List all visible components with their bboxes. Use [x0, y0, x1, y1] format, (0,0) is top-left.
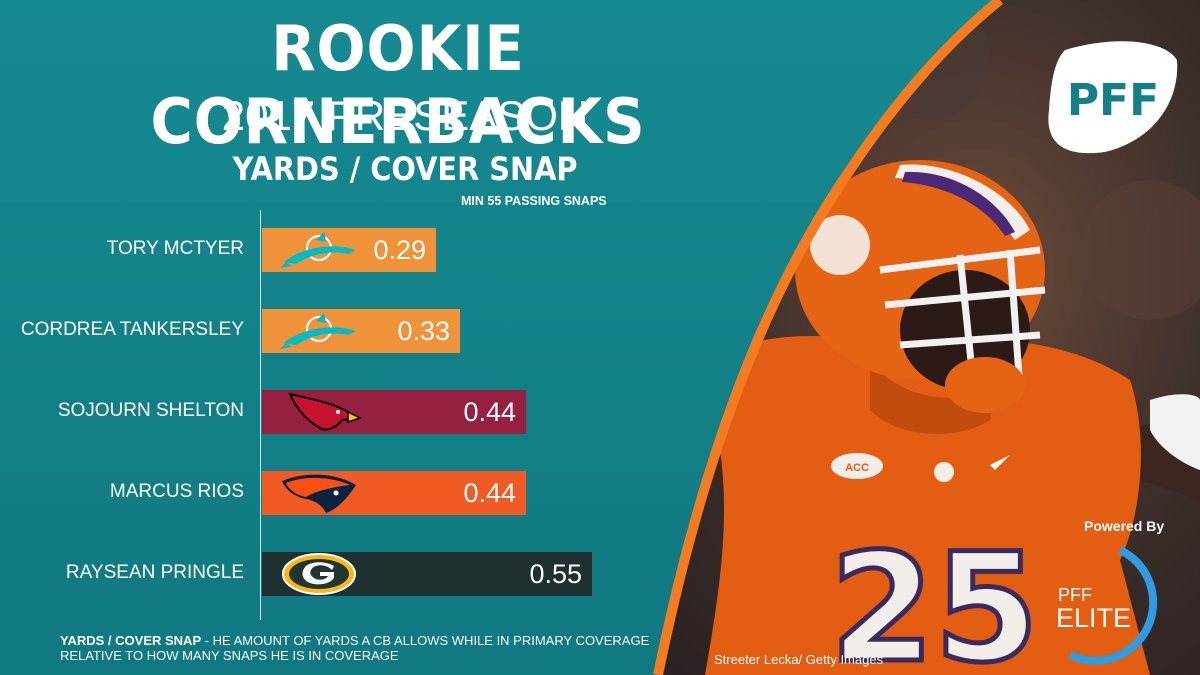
elite-ring-icon: [1068, 546, 1158, 665]
pff-logo-text: PFF: [1067, 75, 1159, 126]
sub-title: 2017 PRESEASON: [221, 92, 589, 139]
bar: 0.29: [262, 228, 436, 272]
paw-patch: [934, 462, 954, 482]
paw-decal-icon: [810, 215, 870, 275]
swoosh-icon: [990, 455, 1010, 470]
min-snaps-note: MIN 55 PASSING SNAPS: [461, 194, 607, 208]
cardinals-logo-icon: [276, 390, 362, 434]
jersey-number: 25: [830, 522, 1039, 675]
photo-credit: Streeter Lecka/ Getty Images: [714, 652, 884, 667]
footnote: YARDS / COVER SNAP - HE AMOUNT OF YARDS …: [60, 633, 680, 663]
bar: 0.33: [262, 309, 460, 353]
bar-label: TORY MCTYER: [106, 238, 244, 259]
axis-line: [260, 210, 261, 620]
dolphins-logo-icon: [276, 228, 362, 272]
bar: 0.44: [262, 471, 526, 515]
bar-label: MARCUS RIOS: [109, 481, 244, 502]
acc-patch: [831, 453, 883, 479]
footnote-definition: - HE AMOUNT OF YARDS A CB ALLOWS WHILE I…: [60, 633, 650, 663]
packers-logo-icon: [276, 552, 362, 596]
footnote-term: YARDS / COVER SNAP: [60, 633, 202, 648]
dolphins-logo-icon: [276, 309, 362, 353]
pff-logo: PFF: [1048, 41, 1178, 154]
bar-label: CORDREA TANKERSLEY: [20, 319, 244, 340]
broncos-logo-icon: [276, 471, 362, 515]
bar-value-label: 0.44: [463, 397, 516, 427]
elite-logo-top: PFF: [1058, 585, 1092, 605]
bar-label: SOJOURN SHELTON: [57, 400, 244, 421]
bar: 0.55: [262, 552, 592, 596]
bar: 0.44: [262, 390, 526, 434]
bar-label: RAYSEAN PRINGLE: [65, 562, 244, 583]
acc-patch-label: ACC: [845, 462, 869, 474]
powered-by-label: Powered By: [1084, 518, 1165, 534]
metric-title: YARDS / COVER SNAP: [232, 150, 578, 188]
bar-value-label: 0.44: [463, 478, 516, 508]
elite-logo-bottom: ELITE: [1056, 603, 1131, 633]
bar-value-label: 0.55: [529, 559, 582, 589]
bar-value-label: 0.33: [397, 316, 450, 346]
main-title: ROOKIE CORNERBACKS: [150, 12, 646, 158]
pff-elite-logo: PFF ELITE: [1056, 546, 1158, 665]
bar-value-label: 0.29: [373, 235, 426, 265]
